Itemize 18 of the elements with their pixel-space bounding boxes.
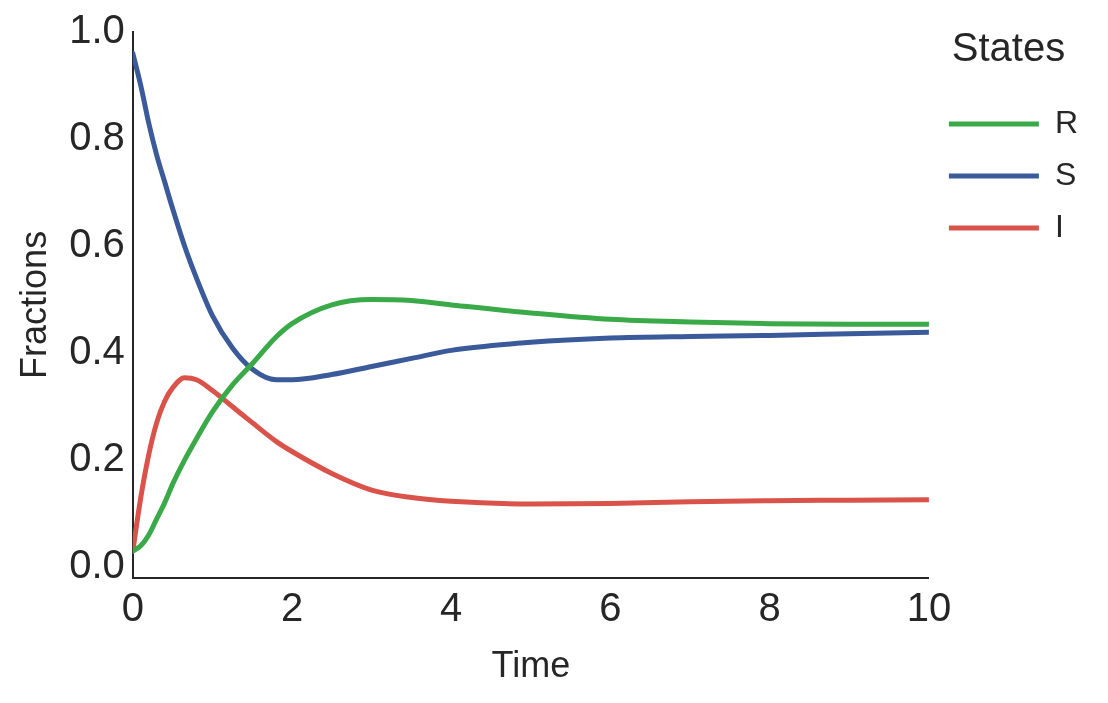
x-axis-title: Time — [491, 644, 571, 686]
y-axis-title: Fractions — [12, 230, 54, 379]
x-tick-label: 10 — [906, 584, 952, 629]
x-tick-label: 2 — [280, 584, 304, 629]
y-tick-label: 0.2 — [69, 435, 125, 480]
y-tick-label: 0.8 — [69, 114, 125, 159]
legend-title: States — [951, 25, 1066, 70]
legend-label: S — [1054, 155, 1077, 192]
x-tick-label: 4 — [440, 584, 463, 629]
x-tick-label: 6 — [599, 584, 622, 629]
y-tick-label: 0.4 — [69, 328, 125, 373]
y-tick-label: 0.0 — [69, 542, 125, 587]
x-tick-label: 0 — [121, 584, 144, 629]
legend-label: I — [1054, 207, 1064, 244]
y-tick-label: 1.0 — [69, 7, 125, 52]
y-tick-label: 0.6 — [69, 221, 125, 266]
x-tick-label: 8 — [758, 584, 781, 629]
legend-label: R — [1054, 103, 1078, 140]
